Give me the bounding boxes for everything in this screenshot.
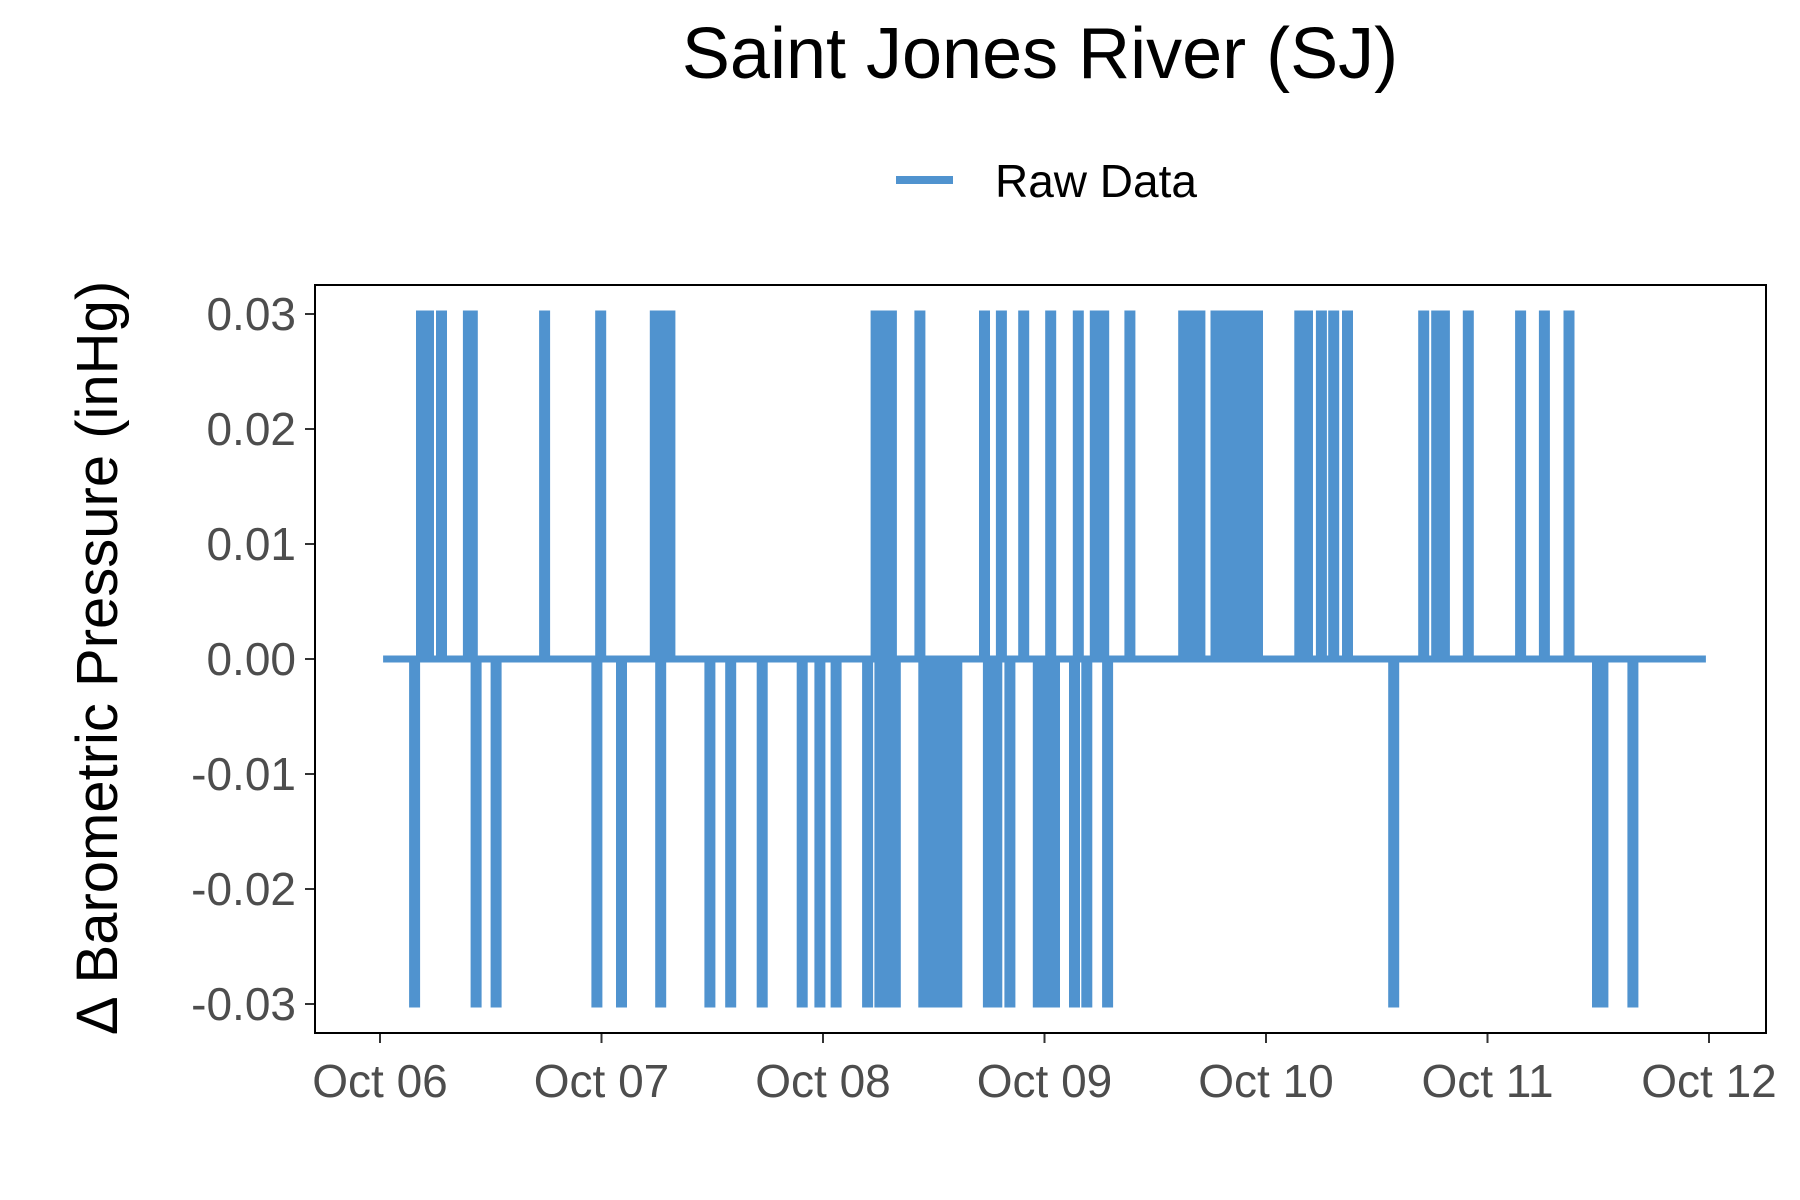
- y-tick-label: -0.02: [191, 863, 296, 915]
- plot-panel-border: [314, 284, 1767, 1034]
- x-tick-label: Oct 09: [977, 1055, 1113, 1107]
- y-tick-label: 0.01: [206, 518, 296, 570]
- x-tick-label: Oct 10: [1198, 1055, 1334, 1107]
- x-tick-label: Oct 11: [1421, 1055, 1553, 1107]
- x-tick-label: Oct 07: [534, 1055, 670, 1107]
- y-tick-label: 0.02: [206, 403, 296, 455]
- y-axis-label: Δ Barometric Pressure (inHg): [65, 281, 130, 1035]
- y-tick-label: 0.00: [206, 633, 296, 685]
- legend: Raw Data: [896, 155, 1197, 207]
- legend-label-raw-data: Raw Data: [995, 155, 1197, 207]
- y-tick-label: 0.03: [206, 288, 296, 340]
- x-axis: Oct 06 Oct 07 Oct 08 Oct 09 Oct 10 Oct 11 Oct …: [312, 1033, 1777, 1107]
- y-axis: 0.03 0.02 0.01 0.00 -0.01 -0.02 -0.03: [191, 288, 315, 1030]
- y-tick-label: -0.01: [191, 748, 296, 800]
- x-tick-label: Oct 08: [755, 1055, 891, 1107]
- y-tick-label: -0.03: [191, 978, 296, 1030]
- x-tick-label: Oct 06: [312, 1055, 448, 1107]
- x-tick-label: Oct 12: [1641, 1055, 1777, 1107]
- chart-title: Saint Jones River (SJ): [682, 14, 1398, 94]
- series-line-raw-data: [383, 310, 1706, 1008]
